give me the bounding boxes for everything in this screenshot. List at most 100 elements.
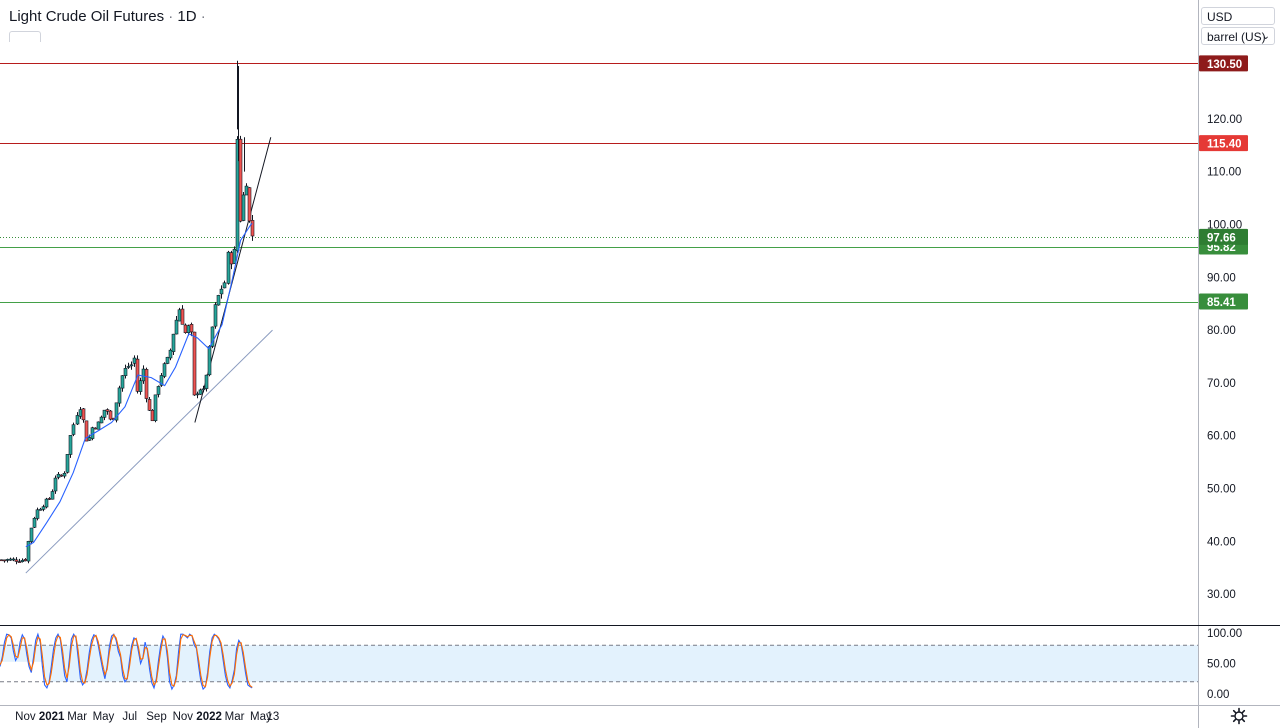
candle-body xyxy=(50,491,55,500)
stochastic-panel[interactable]: 100.00 50.00 0.00 xyxy=(0,628,1242,701)
price-labels: 130.50 115.40 95.82 85.41 97.66 xyxy=(1199,55,1248,310)
long-term-trendline xyxy=(25,329,273,574)
candle-body xyxy=(56,473,61,478)
candle-body xyxy=(102,409,107,418)
candle-body xyxy=(87,437,92,441)
candle-body xyxy=(99,416,104,424)
candle-body xyxy=(53,477,58,492)
candle-body xyxy=(204,374,209,389)
time-tick-label: Sep xyxy=(146,711,166,723)
stoch-tick-label: 0.00 xyxy=(1207,689,1229,701)
title-separator-trailing: · xyxy=(200,8,206,25)
price-tick-label: 90.00 xyxy=(1207,272,1236,284)
candle-body xyxy=(126,366,131,368)
candle-body xyxy=(32,517,37,528)
time-tick-label: Mar xyxy=(225,711,245,723)
candle-body xyxy=(129,364,134,367)
price-tick-label: 80.00 xyxy=(1207,325,1236,337)
time-tick-label: Nov xyxy=(15,711,36,723)
candle-body xyxy=(156,386,161,395)
candle-body xyxy=(0,559,4,562)
candle-body xyxy=(20,559,25,562)
candle-body xyxy=(81,408,86,421)
candle-body xyxy=(29,527,34,542)
candle-body xyxy=(84,420,89,442)
candle-body xyxy=(120,375,125,389)
candle-body xyxy=(23,559,28,562)
sma-path xyxy=(25,222,253,548)
candle-body xyxy=(35,509,40,519)
unit-select[interactable]: barrel (US) ⌄ xyxy=(1201,27,1275,45)
candle-body xyxy=(96,421,101,430)
candle-body xyxy=(180,308,185,325)
stoch-tick-label: 50.00 xyxy=(1207,659,1236,671)
candle-body xyxy=(177,309,182,322)
candle-body xyxy=(65,454,70,473)
candle-body xyxy=(238,138,243,222)
candle-body xyxy=(11,558,16,561)
horizontal-levels[interactable] xyxy=(0,63,1198,303)
time-tick-label: Nov xyxy=(173,711,194,723)
gear-icon[interactable] xyxy=(1229,706,1249,726)
level-price-tag-bg xyxy=(1199,135,1248,152)
candle-body xyxy=(189,324,194,333)
candle-body xyxy=(105,409,110,412)
level-price-tag: 115.40 xyxy=(1207,139,1242,151)
stoch-d-line xyxy=(0,633,253,688)
candle-body xyxy=(17,561,22,563)
candle-body xyxy=(138,380,143,392)
time-tick-label: May xyxy=(93,711,115,723)
title-separator: · xyxy=(168,8,174,25)
candle-body xyxy=(71,424,76,435)
candle-body xyxy=(132,357,137,364)
candle-body xyxy=(153,394,158,422)
level-price-tag: 85.41 xyxy=(1207,297,1236,309)
candle-body xyxy=(232,248,237,264)
candle-body xyxy=(78,409,83,417)
chart-title[interactable]: Light Crude Oil Futures · 1D · xyxy=(9,8,206,25)
candle-body xyxy=(210,326,215,347)
candle-body xyxy=(141,368,146,382)
candle-body xyxy=(192,331,197,396)
candle-body xyxy=(8,558,13,561)
candle-body xyxy=(123,368,128,376)
candle-body xyxy=(162,363,167,377)
symbol-name[interactable]: Light Crude Oil Futures xyxy=(9,8,165,25)
time-tick-label: Mar xyxy=(67,711,87,723)
price-tick-label: 30.00 xyxy=(1207,589,1236,601)
candle-body xyxy=(183,324,188,333)
price-tick-label: 60.00 xyxy=(1207,431,1236,443)
candle-body xyxy=(229,252,234,265)
sma-line xyxy=(25,222,253,548)
candle-body xyxy=(150,409,155,422)
candle-body xyxy=(41,506,46,510)
last-price-tag: 97.66 xyxy=(1207,232,1236,244)
candle-body xyxy=(213,304,218,327)
currency-select-value: USD xyxy=(1207,10,1233,24)
interval-label[interactable]: 1D xyxy=(177,8,197,25)
candle-body xyxy=(59,474,64,477)
candle-body xyxy=(68,435,73,455)
candle-body xyxy=(207,346,212,376)
level-price-tag-bg xyxy=(1199,293,1248,310)
candle-body xyxy=(117,387,122,404)
candle-body xyxy=(144,369,149,399)
candle-body xyxy=(165,356,170,364)
price-tick-label: 70.00 xyxy=(1207,378,1236,390)
candle-body xyxy=(14,559,19,562)
stoch-k-line xyxy=(0,632,253,691)
currency-select[interactable]: USD xyxy=(1201,7,1275,25)
candle-body xyxy=(38,508,43,511)
trendlines[interactable] xyxy=(25,137,273,574)
candle-body xyxy=(47,498,52,500)
time-tick-label: May xyxy=(250,711,272,723)
candle-body xyxy=(93,427,98,430)
price-tick-label: 50.00 xyxy=(1207,484,1236,496)
legend-collapse-tab[interactable] xyxy=(9,31,41,42)
time-tick-label: 2021 xyxy=(39,711,65,723)
stoch-band xyxy=(44,645,1198,682)
candle-body xyxy=(195,393,200,396)
